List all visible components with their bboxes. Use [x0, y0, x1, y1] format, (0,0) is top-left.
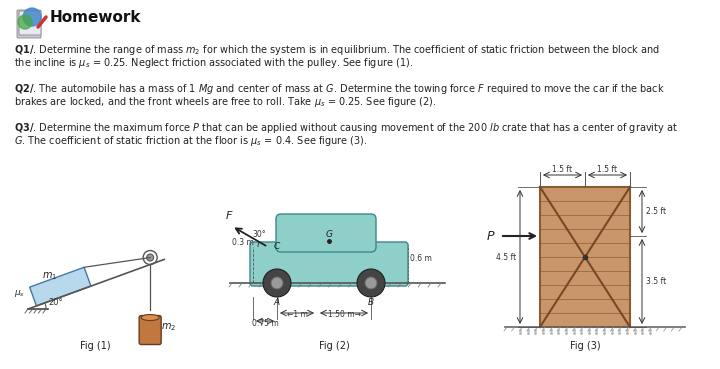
Text: Fig (1): Fig (1) — [80, 341, 110, 351]
Text: $G$. The coefficient of static friction at the floor is $\mu_s$ = 0.4. See figur: $G$. The coefficient of static friction … — [14, 134, 368, 148]
Text: $B$: $B$ — [367, 296, 375, 307]
Text: 0.6 m: 0.6 m — [410, 254, 432, 263]
Circle shape — [147, 254, 153, 261]
Text: $\bf{Q1/}$. Determine the range of mass $m_2$ for which the system is in equilib: $\bf{Q1/}$. Determine the range of mass … — [14, 43, 660, 57]
Text: 0.3 m: 0.3 m — [232, 238, 254, 247]
Text: Homework: Homework — [50, 10, 142, 24]
Text: 4.5 ft: 4.5 ft — [496, 252, 516, 262]
Text: $P$: $P$ — [487, 230, 496, 242]
Text: 0.75 m: 0.75 m — [251, 319, 279, 328]
Circle shape — [357, 269, 385, 297]
Text: 1.5 ft: 1.5 ft — [552, 165, 572, 174]
Text: Fig (2): Fig (2) — [319, 341, 349, 351]
Text: 30°: 30° — [252, 230, 266, 239]
Text: ←1 m: ←1 m — [287, 310, 307, 319]
Bar — [540, 187, 630, 327]
FancyBboxPatch shape — [276, 214, 376, 252]
Text: the incline is $\mu_s$ = 0.25. Neglect friction associated with the pulley. See : the incline is $\mu_s$ = 0.25. Neglect f… — [14, 56, 413, 70]
Ellipse shape — [141, 314, 159, 321]
Circle shape — [365, 277, 377, 289]
FancyBboxPatch shape — [17, 10, 41, 38]
Circle shape — [263, 269, 291, 297]
Text: $m_1$: $m_1$ — [42, 270, 58, 282]
FancyBboxPatch shape — [250, 242, 408, 286]
Polygon shape — [30, 267, 91, 306]
Circle shape — [18, 15, 32, 29]
Text: 2.5 ft: 2.5 ft — [646, 207, 666, 216]
Circle shape — [23, 8, 41, 26]
FancyBboxPatch shape — [139, 315, 161, 345]
Text: 3.5 ft: 3.5 ft — [646, 277, 666, 286]
Text: brakes are locked, and the front wheels are free to roll. Take $\mu_s$ = 0.25. S: brakes are locked, and the front wheels … — [14, 95, 436, 109]
Text: 20°: 20° — [48, 298, 63, 307]
Text: $\mu_s$: $\mu_s$ — [14, 288, 25, 299]
Circle shape — [143, 251, 157, 265]
Text: $F$: $F$ — [225, 209, 234, 221]
Text: $A$: $A$ — [273, 296, 281, 307]
Text: $G$: $G$ — [325, 228, 333, 239]
Text: $m_2$: $m_2$ — [161, 321, 176, 333]
Circle shape — [271, 277, 283, 289]
Text: Fig (3): Fig (3) — [570, 341, 600, 351]
Text: 1.50 m→: 1.50 m→ — [328, 310, 361, 319]
Text: $C$: $C$ — [273, 240, 282, 251]
Text: $\bf{Q3/}$. Determine the maximum force $P$ that can be applied without causing : $\bf{Q3/}$. Determine the maximum force … — [14, 121, 678, 135]
Text: 1.5 ft: 1.5 ft — [598, 165, 618, 174]
Text: $\bf{Q2/}$. The automobile has a mass of 1 $Mg$ and center of mass at $G$. Deter: $\bf{Q2/}$. The automobile has a mass of… — [14, 82, 665, 96]
FancyBboxPatch shape — [19, 11, 41, 35]
